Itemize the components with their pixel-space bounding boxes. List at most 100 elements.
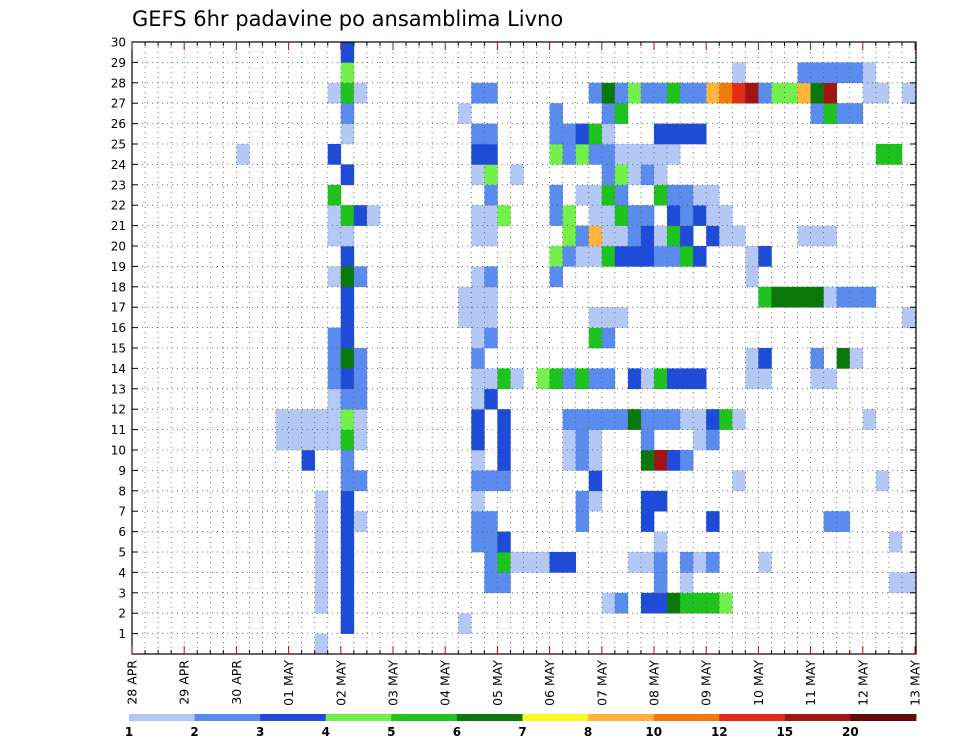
heatmap-cell: [836, 103, 851, 124]
heatmap-cell: [484, 225, 498, 247]
chart-title: GEFS 6hr padavine po ansamblima Livno: [132, 7, 563, 31]
heatmap-cell: [888, 572, 903, 594]
heatmap-cell: [614, 307, 629, 328]
heatmap-cell: [693, 246, 707, 267]
heatmap-cell: [680, 409, 694, 430]
heatmap-cell: [614, 205, 629, 226]
colorbar-swatch: [391, 714, 458, 721]
heatmap-cell: [327, 409, 342, 430]
heatmap-cell: [549, 552, 563, 573]
y-tick-label: 24: [111, 158, 126, 172]
heatmap-cell: [275, 429, 289, 451]
heatmap-cell: [353, 409, 368, 430]
y-tick-label: 7: [118, 505, 126, 519]
heatmap-cell: [471, 368, 485, 390]
heatmap-cell: [797, 82, 811, 104]
heatmap-cell: [484, 511, 498, 532]
heatmap-cell: [640, 490, 655, 512]
heatmap-cell: [588, 184, 603, 206]
heatmap-cell: [353, 348, 368, 369]
heatmap-cell: [471, 266, 485, 288]
heatmap-cell: [314, 592, 329, 614]
x-tick-label: 03 MAY: [386, 660, 401, 706]
heatmap-cell: [706, 82, 720, 104]
heatmap-cell: [353, 429, 368, 451]
heatmap-cell: [562, 409, 576, 430]
heatmap-cell: [484, 82, 498, 104]
heatmap-cells: [197, 42, 917, 655]
x-tick-label: 29 APR: [177, 660, 192, 705]
heatmap-cell: [327, 368, 342, 390]
heatmap-cell: [810, 62, 824, 84]
heatmap-cell: [862, 82, 877, 104]
heatmap-cell: [614, 184, 629, 206]
heatmap-cell: [614, 246, 629, 267]
y-tick-label: 15: [111, 342, 126, 356]
y-tick-label: 28: [111, 76, 126, 90]
heatmap-cell: [601, 103, 616, 124]
colorbar-label: 10: [645, 725, 662, 739]
heatmap-cell: [549, 144, 563, 165]
heatmap-cell: [484, 327, 498, 349]
heatmap-cell: [745, 266, 759, 288]
heatmap-cell: [314, 572, 329, 594]
heatmap-cell: [667, 225, 681, 247]
heatmap-cell: [588, 490, 603, 512]
heatmap-cell: [471, 205, 485, 226]
heatmap-cell: [327, 205, 342, 226]
heatmap-cell: [471, 388, 485, 410]
heatmap-cell: [654, 409, 668, 430]
heatmap-cell: [614, 225, 629, 247]
heatmap-cell: [471, 511, 485, 532]
heatmap-cell: [471, 286, 485, 308]
colorbar-swatch: [522, 714, 589, 721]
heatmap-cell: [732, 82, 746, 104]
x-tick-label: 06 MAY: [542, 660, 557, 706]
x-tick-label: 07 MAY: [594, 660, 609, 706]
heatmap-cell: [471, 144, 485, 165]
y-tick-label: 10: [111, 444, 126, 458]
heatmap-cell: [562, 225, 576, 247]
heatmap-cell: [745, 348, 759, 369]
heatmap-cell: [327, 388, 342, 410]
heatmap-cell: [732, 62, 746, 84]
heatmap-cell: [601, 164, 616, 186]
heatmap-cell: [575, 511, 590, 532]
heatmap-cell: [810, 82, 824, 104]
heatmap-cell: [236, 144, 250, 165]
y-tick-label: 2: [118, 607, 126, 621]
heatmap-cell: [314, 511, 329, 532]
y-tick-label: 8: [118, 484, 126, 498]
x-tick-label: 11 MAY: [803, 660, 818, 706]
heatmap-cell: [484, 572, 498, 594]
heatmap-cell: [471, 327, 485, 349]
heatmap-cell: [314, 490, 329, 512]
heatmap-cell: [862, 62, 877, 84]
heatmap-cell: [640, 409, 655, 430]
heatmap-cell: [693, 205, 707, 226]
heatmap-cell: [849, 62, 864, 84]
heatmap-cell: [758, 286, 772, 308]
colorbar-label: 5: [387, 725, 395, 739]
colorbar-label: 3: [256, 725, 264, 739]
heatmap-cell: [693, 184, 707, 206]
heatmap-cell: [588, 368, 603, 390]
heatmap-cell: [614, 409, 629, 430]
heatmap-cell: [732, 470, 746, 492]
heatmap-cell: [340, 388, 355, 410]
heatmap-cell: [575, 144, 590, 165]
heatmap-cell: [497, 409, 511, 430]
heatmap-cell: [327, 144, 342, 165]
x-tick-label: 13 MAY: [908, 660, 923, 706]
heatmap-cell: [758, 348, 772, 369]
heatmap-cell: [680, 552, 694, 573]
heatmap-cell: [484, 164, 498, 186]
heatmap-cell: [575, 490, 590, 512]
heatmap-cell: [340, 82, 355, 104]
heatmap-cell: [523, 552, 537, 573]
y-tick-label: 25: [111, 138, 126, 152]
heatmap-cell: [810, 348, 824, 369]
heatmap-cell: [875, 470, 890, 492]
heatmap-cell: [484, 123, 498, 145]
heatmap-cell: [823, 511, 837, 532]
